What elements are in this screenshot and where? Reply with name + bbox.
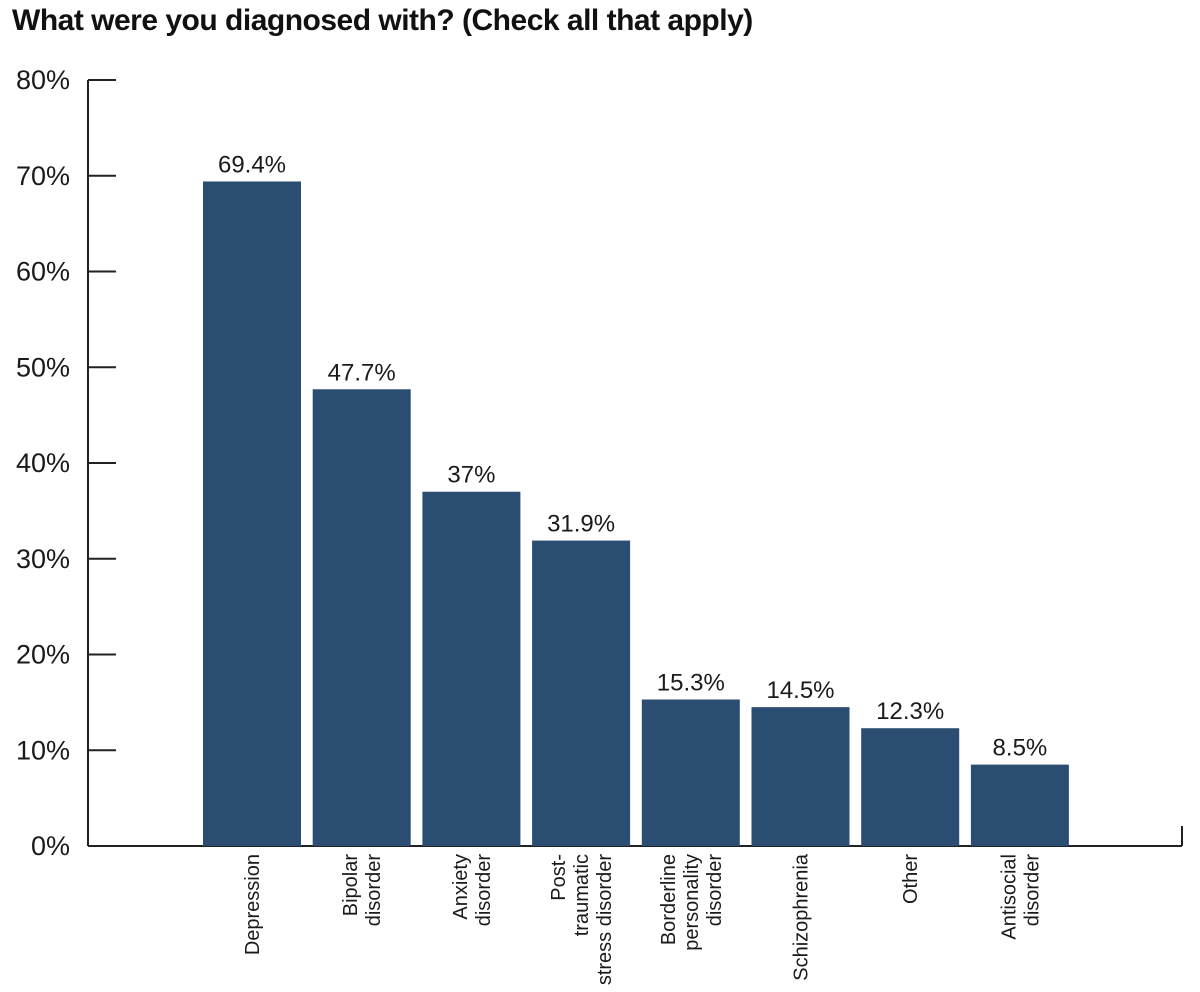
category-label: Depression — [242, 854, 264, 955]
bar — [422, 491, 521, 846]
value-labels: 69.4% 47.7% 37% 31.9% 15.3% 14.5% 12.3% 8.5% — [218, 151, 1047, 761]
y-tick-label: 30% — [16, 544, 70, 574]
bar — [861, 728, 960, 846]
y-tick-label: 10% — [16, 735, 70, 765]
category-label-line: traumatic — [571, 854, 593, 936]
value-label: 69.4% — [218, 151, 286, 178]
value-label: 15.3% — [657, 670, 725, 697]
y-axis-ticks: 0% 10% 20% 30% 40% 50% 60% 70% 80% — [16, 65, 116, 861]
bar — [641, 699, 740, 846]
value-label: 8.5% — [993, 735, 1048, 762]
category-label-line: disorder — [1021, 854, 1043, 927]
bar — [751, 707, 850, 846]
category-label-line: disorder — [704, 854, 726, 927]
category-label-line: Post- — [548, 854, 570, 901]
category-label-line: Other — [900, 854, 922, 904]
value-label: 31.9% — [547, 511, 615, 538]
category-label-line: Anxiety — [450, 854, 472, 920]
y-tick-label: 80% — [16, 65, 70, 95]
category-label: Other — [900, 854, 922, 904]
bar — [203, 181, 301, 846]
category-label-line: disorder — [473, 854, 495, 927]
category-labels: Depression Bipolar disorder Anxiety disorder… — [242, 853, 1043, 985]
category-label: Bipolar disorder — [340, 854, 385, 927]
value-label: 12.3% — [876, 698, 944, 725]
y-tick-label: 70% — [16, 161, 70, 191]
bar — [532, 540, 631, 846]
value-label: 47.7% — [328, 359, 396, 386]
value-label: 14.5% — [766, 677, 834, 704]
category-label-line: Bipolar — [340, 854, 362, 917]
category-label-line: Antisocial — [998, 854, 1020, 940]
value-label: 37% — [447, 462, 495, 489]
category-label: Post-traumatic stress disorder — [548, 854, 616, 985]
category-label: Schizophrenia — [791, 853, 813, 981]
bar — [312, 389, 411, 846]
category-label-line: personality — [681, 854, 703, 951]
bars — [203, 181, 1069, 846]
chart-title: What were you diagnosed with? (Check all… — [12, 4, 753, 37]
y-tick-label: 40% — [16, 448, 70, 478]
category-label-line: disorder — [363, 854, 385, 927]
category-label-line: Borderline — [658, 854, 680, 945]
category-label-line: Schizophrenia — [791, 853, 813, 981]
category-label-line: stress disorder — [594, 854, 616, 985]
y-tick-label: 0% — [31, 831, 70, 861]
category-label: Antisocial disorder — [998, 854, 1043, 940]
category-label: Borderline personality disorder — [658, 854, 726, 951]
category-label-line: Depression — [242, 854, 264, 955]
category-label: Anxiety disorder — [450, 854, 495, 927]
y-tick-label: 50% — [16, 352, 70, 382]
y-tick-label: 20% — [16, 640, 70, 670]
y-tick-label: 60% — [16, 257, 70, 287]
bar — [970, 764, 1069, 846]
